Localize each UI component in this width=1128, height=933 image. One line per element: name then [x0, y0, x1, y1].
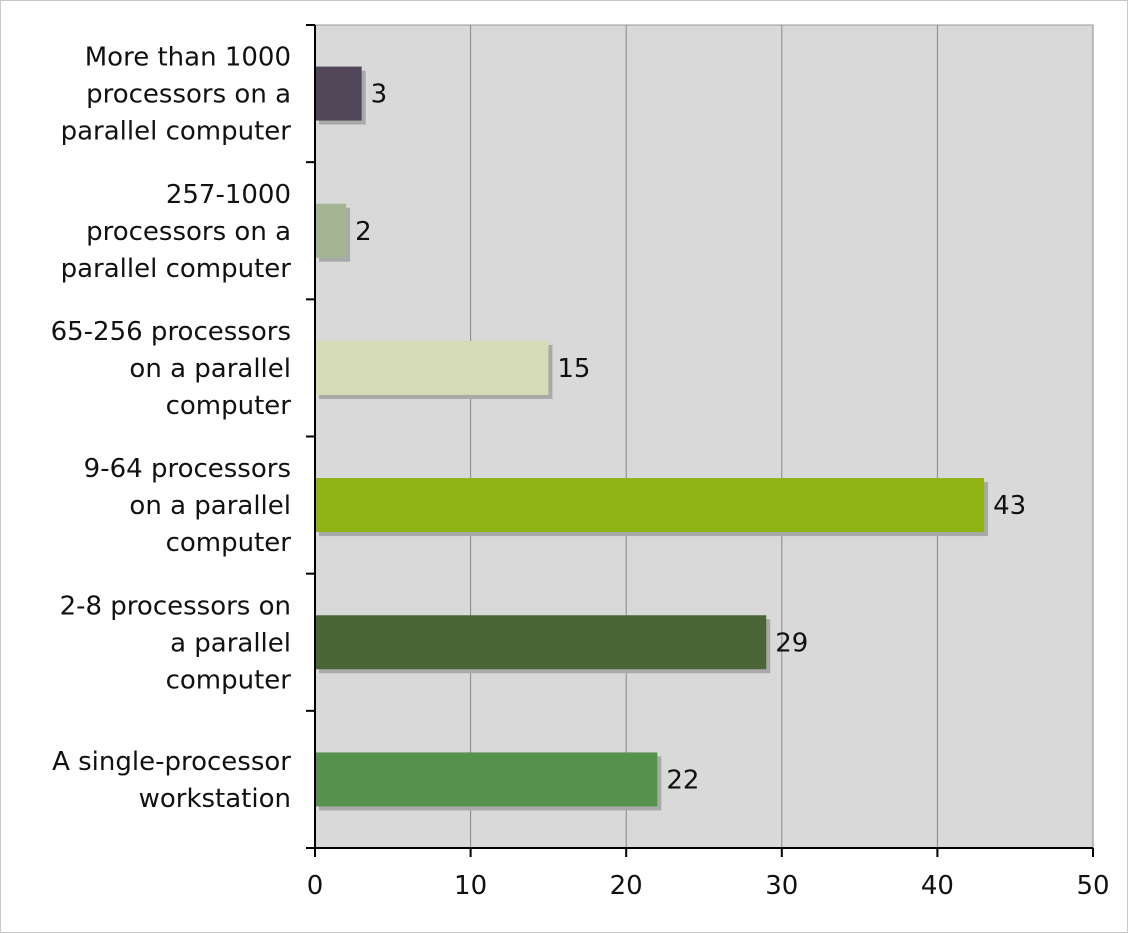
- category-label-2: 65-256 processors on a parallel computer: [51, 317, 292, 421]
- category-label-1-line-1: processors on a: [86, 217, 291, 247]
- category-label-0-line-2: parallel computer: [61, 117, 292, 147]
- plot-area: [314, 24, 1094, 849]
- data-label-4: 29: [775, 628, 808, 658]
- x-tick-label-50: 50: [1076, 871, 1109, 901]
- category-label-4-line-2: computer: [166, 665, 292, 695]
- x-tick-label-10: 10: [454, 871, 487, 901]
- bar-2: [315, 340, 549, 395]
- category-label-4: 2-8 processors on a parallel computer: [60, 591, 292, 695]
- category-label-2-line-0: 65-256 processors: [51, 317, 291, 347]
- bar-1: [315, 203, 347, 258]
- data-labels: 3 2 15 43 29 22: [355, 80, 1026, 796]
- x-tick-label-0: 0: [307, 871, 324, 901]
- category-label-5-line-1: workstation: [139, 784, 291, 814]
- category-label-5-line-0: A single-processor: [52, 747, 291, 777]
- category-label-3-line-2: computer: [166, 528, 292, 558]
- x-tick-label-30: 30: [765, 871, 798, 901]
- data-label-3: 43: [993, 491, 1026, 521]
- category-label-3-line-0: 9-64 processors: [84, 454, 291, 484]
- category-label-0: More than 1000 processors on a parallel co…: [61, 43, 292, 147]
- x-tick-label-20: 20: [610, 871, 643, 901]
- bars: [315, 66, 989, 811]
- x-tick-label-40: 40: [921, 871, 954, 901]
- category-label-1-line-2: parallel computer: [61, 254, 292, 284]
- axes: [306, 24, 1094, 857]
- category-label-4-line-1: a parallel: [170, 628, 291, 658]
- category-label-3: 9-64 processors on a parallel computer: [84, 454, 292, 558]
- bar-0: [315, 66, 362, 121]
- category-label-1: 257-1000 processors on a parallel computer: [61, 180, 292, 284]
- category-label-0-line-1: processors on a: [86, 80, 291, 110]
- bar-4: [315, 615, 767, 670]
- category-label-4-line-0: 2-8 processors on: [60, 591, 291, 621]
- category-label-5: A single-processor workstation: [52, 747, 291, 814]
- bar-5: [315, 752, 658, 807]
- bar-3: [315, 478, 985, 533]
- data-label-2: 15: [557, 354, 590, 384]
- category-label-2-line-2: computer: [166, 391, 292, 421]
- category-labels: More than 1000 processors on a parallel co…: [51, 43, 292, 814]
- data-label-0: 3: [371, 80, 388, 110]
- category-label-1-line-0: 257-1000: [166, 180, 291, 210]
- category-label-0-line-0: More than 1000: [85, 43, 291, 73]
- data-label-1: 2: [355, 217, 372, 247]
- category-label-3-line-1: on a parallel: [129, 491, 291, 521]
- category-label-2-line-1: on a parallel: [129, 354, 291, 384]
- gridlines: [470, 25, 1094, 848]
- x-tick-labels: 0 10 20 30 40 50: [307, 871, 1110, 901]
- data-label-5: 22: [666, 765, 699, 795]
